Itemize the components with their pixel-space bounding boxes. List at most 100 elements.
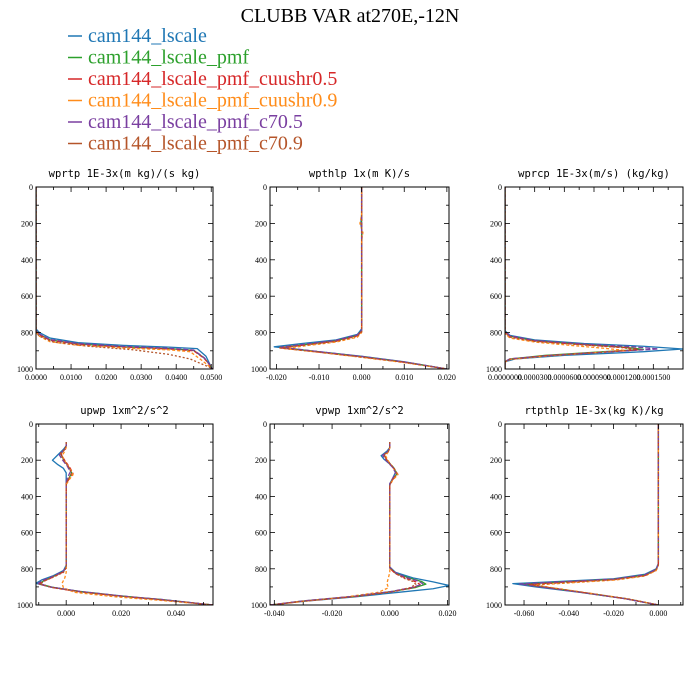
- legend-label: cam144_lscale_pmf: [88, 47, 249, 69]
- curves: [512, 424, 660, 605]
- plot-frame: [504, 423, 684, 606]
- y-tick-label: 1000: [486, 601, 502, 610]
- x-tick-label: 0.0000000: [488, 373, 522, 382]
- x-tick-label: 0.0000900: [577, 373, 611, 382]
- plot-frame: [269, 186, 450, 370]
- series-cam144-lscale: [512, 424, 660, 605]
- x-tick-label: 0.000: [649, 609, 667, 618]
- panel-4: upwp 1xm^2/s^2 0 200 400 600 800 1000 0.000 0.02…: [17, 405, 214, 618]
- curves: [273, 187, 447, 369]
- panel-3: wprcp 1E-3x(m/s) (kg/kg) 0 200 400 600 800 100…: [486, 168, 684, 382]
- y-tick-label: 1000: [251, 365, 267, 374]
- legend-label: cam144_lscale_pmf_cuushr0.5: [88, 68, 337, 90]
- legend: cam144_lscalecam144_lscale_pmfcam144_lsc…: [68, 25, 337, 155]
- legend-label: cam144_lscale_pmf_c70.5: [88, 111, 303, 133]
- series-cam144-lscale-pmf-cuushr0-5: [38, 442, 213, 605]
- x-tick-label: 0.0001200: [607, 373, 641, 382]
- x-tick-label: -0.040: [558, 609, 579, 618]
- series-cam144-lscale-pmf-c70-9: [530, 424, 660, 605]
- panel-title: wprcp 1E-3x(m/s) (kg/kg): [518, 168, 670, 180]
- y-tick-label: 800: [255, 329, 267, 338]
- series-cam144-lscale-pmf-cuushr0-9: [534, 424, 660, 605]
- x-tick-label: 0.020: [439, 609, 457, 618]
- x-tick-label: -0.020: [266, 373, 287, 382]
- plot-frame: [269, 423, 450, 606]
- series-cam144-lscale-pmf-cuushr0-9: [284, 187, 447, 369]
- panel-title: upwp 1xm^2/s^2: [80, 405, 169, 417]
- y-tick-label: 0: [29, 183, 33, 192]
- series-cam144-lscale-pmf-cuushr0-9: [270, 442, 399, 605]
- curves: [36, 187, 213, 369]
- panel-title: rtpthlp 1E-3x(kg K)/kg: [524, 405, 663, 417]
- x-tick-label: -0.060: [514, 609, 535, 618]
- curves: [505, 187, 683, 369]
- x-tick-label: 0.020: [112, 609, 130, 618]
- x-tick-label: 0.020: [438, 373, 456, 382]
- y-tick-label: 600: [21, 292, 33, 301]
- series-cam144-lscale-pmf: [38, 442, 213, 605]
- y-tick-label: 0: [29, 420, 33, 429]
- series-cam144-lscale: [273, 187, 447, 369]
- legend-label: cam144_lscale_pmf_cuushr0.9: [88, 90, 337, 112]
- x-tick-label: 0.0500: [200, 373, 222, 382]
- x-tick-label: 0.0000600: [547, 373, 581, 382]
- y-tick-label: 200: [490, 456, 502, 465]
- x-tick-label: 0.0001500: [636, 373, 670, 382]
- series-cam144-lscale: [36, 187, 213, 369]
- y-tick-label: 0: [498, 420, 502, 429]
- x-tick-label: 0.0100: [60, 373, 82, 382]
- y-tick-label: 200: [255, 219, 267, 228]
- series-cam144-lscale-pmf: [523, 424, 660, 605]
- y-tick-label: 1000: [17, 365, 33, 374]
- panel-title: wpthlp 1x(m K)/s: [309, 168, 410, 180]
- y-tick-label: 800: [490, 329, 502, 338]
- y-tick-label: 0: [263, 183, 267, 192]
- x-tick-label: 0.000: [381, 609, 399, 618]
- series-cam144-lscale-pmf-c70-5: [270, 442, 424, 605]
- x-tick-label: 0.040: [167, 609, 185, 618]
- y-tick-label: 200: [490, 219, 502, 228]
- x-tick-label: 0.000: [57, 609, 75, 618]
- series-cam144-lscale-pmf-cuushr0-5: [270, 442, 421, 605]
- y-tick-label: 600: [490, 529, 502, 538]
- series-cam144-lscale-pmf-cuushr0-9: [61, 442, 213, 605]
- series-cam144-lscale: [36, 442, 213, 605]
- x-tick-label: 0.010: [395, 373, 413, 382]
- panel-6: rtpthlp 1E-3x(kg K)/kg 0 200 400 600 800 1000 -…: [486, 405, 684, 618]
- x-tick-label: 0.0000300: [518, 373, 552, 382]
- x-tick-label: 0.0200: [95, 373, 117, 382]
- y-tick-label: 400: [21, 492, 33, 501]
- y-tick-label: 0: [498, 183, 502, 192]
- series-cam144-lscale-pmf-c70-5: [37, 442, 213, 605]
- series-cam144-lscale: [270, 442, 449, 605]
- curves: [36, 442, 213, 605]
- y-tick-label: 400: [490, 256, 502, 265]
- y-tick-label: 400: [490, 492, 502, 501]
- panel-5: vpwp 1xm^2/s^2 0 200 400 600 800 1000-0.040 -0.…: [251, 405, 457, 618]
- series-cam144-lscale-pmf-cuushr0-5: [505, 187, 643, 369]
- x-tick-label: -0.020: [322, 609, 343, 618]
- y-tick-label: 800: [21, 565, 33, 574]
- y-tick-label: 600: [490, 292, 502, 301]
- figure-title: CLUBB VAR at270E,-12N: [241, 5, 460, 27]
- x-tick-label: 0.000: [353, 373, 371, 382]
- x-tick-label: 0.0300: [130, 373, 152, 382]
- series-cam144-lscale-pmf-cuushr0-9: [36, 187, 213, 369]
- y-tick-label: 600: [255, 529, 267, 538]
- y-tick-label: 600: [21, 529, 33, 538]
- series-cam144-lscale-pmf-c70-9: [505, 187, 637, 369]
- series-cam144-lscale-pmf: [270, 442, 427, 605]
- x-tick-label: -0.020: [603, 609, 624, 618]
- series-cam144-lscale-pmf-c70-9: [39, 442, 213, 605]
- series-cam144-lscale-pmf-c70-9: [36, 187, 213, 369]
- y-tick-label: 200: [255, 456, 267, 465]
- y-tick-label: 1000: [17, 601, 33, 610]
- series-cam144-lscale-pmf-c70-9: [270, 442, 417, 605]
- panel-title: wprtp 1E-3x(m kg)/(s kg): [49, 168, 201, 180]
- panel-title: vpwp 1xm^2/s^2: [315, 405, 404, 417]
- y-tick-label: 1000: [486, 365, 502, 374]
- series-cam144-lscale-pmf-c70-5: [36, 187, 213, 369]
- curves: [270, 442, 449, 605]
- series-cam144-lscale-pmf: [279, 187, 447, 369]
